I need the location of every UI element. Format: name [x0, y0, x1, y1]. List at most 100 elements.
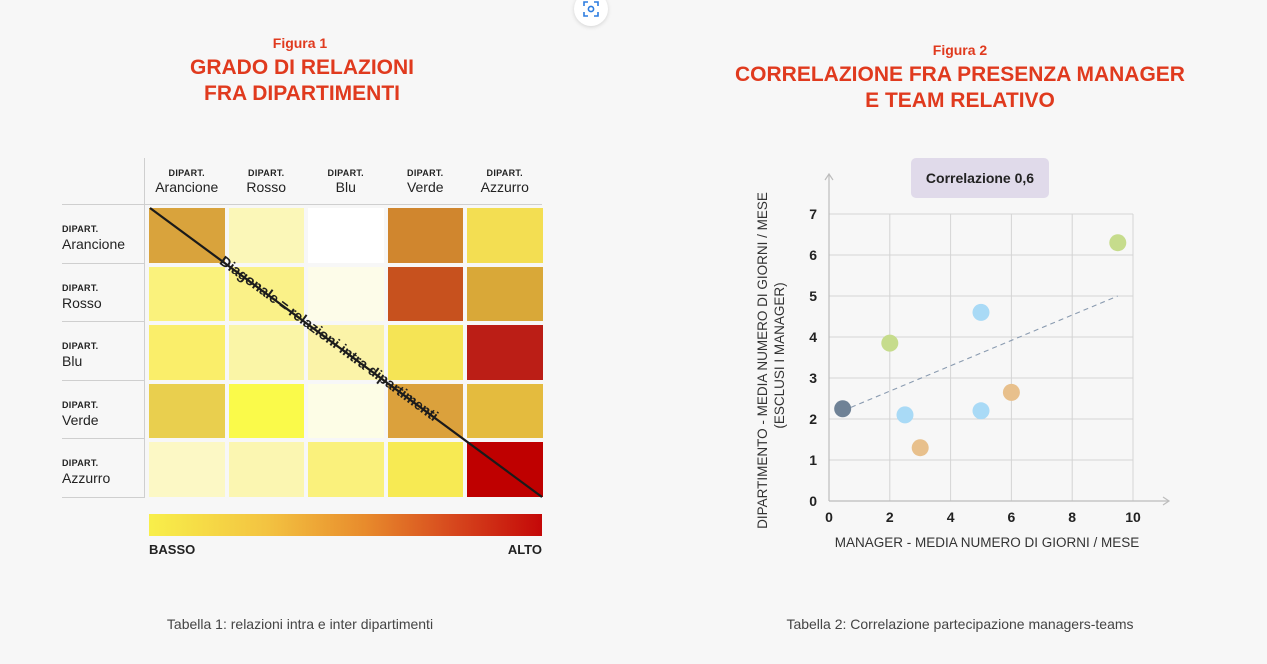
- heatmap-cell: [149, 325, 225, 380]
- scatter-point: [1002, 383, 1020, 401]
- heatmap-row-separator: [62, 379, 144, 381]
- figure2-title: CORRELAZIONE FRA PRESENZA MANAGER E TEAM…: [700, 62, 1220, 114]
- y-tick-label: 5: [809, 288, 817, 304]
- legend-gradient-bar: [149, 514, 542, 536]
- figure1-title: GRADO DI RELAZIONI FRA DIPARTIMENTI: [120, 55, 484, 107]
- y-axis-label-secondary: (ESCLUSI I MANAGER): [772, 282, 787, 428]
- figure1-title-line1: GRADO DI RELAZIONI: [190, 56, 414, 79]
- heatmap-cell: [228, 208, 304, 263]
- x-tick-label: 0: [825, 509, 833, 525]
- heatmap-cell: [387, 325, 463, 380]
- figure1-title-line2: FRA DIPARTIMENTI: [204, 82, 400, 105]
- heatmap-column-header: DIPART. Azzurro: [467, 166, 543, 194]
- heatmap-row-separator: [62, 204, 144, 205]
- heatmap-cell: [467, 383, 543, 438]
- heatmap-cell: [467, 208, 543, 263]
- row-header-prefix: DIPART.: [62, 399, 99, 410]
- heatmap-cell: [308, 266, 384, 321]
- column-header-name: Blu: [335, 179, 356, 195]
- y-tick-label: 6: [809, 247, 817, 263]
- heatmap-cell: [228, 442, 304, 497]
- y-tick-label: 2: [809, 411, 817, 427]
- y-tick-label: 3: [809, 370, 817, 386]
- scatter-point: [881, 334, 899, 352]
- heatmap-cell: [228, 383, 304, 438]
- heatmap-cell: [467, 325, 543, 380]
- legend-low-label: BASSO: [149, 542, 196, 557]
- figure2-title-line1: CORRELAZIONE FRA PRESENZA MANAGER: [735, 63, 1185, 86]
- figure2-title-line2: E TEAM RELATIVO: [865, 89, 1055, 112]
- heatmap-cell: [387, 442, 463, 497]
- heatmap-column-header: DIPART. Arancione: [149, 166, 225, 194]
- row-header-name: Azzurro: [62, 470, 111, 486]
- row-header-prefix: DIPART.: [62, 341, 99, 351]
- figure2-label: Figura 2: [932, 42, 988, 58]
- heatmap-cell: [308, 442, 384, 497]
- column-header-name: Rosso: [246, 179, 287, 195]
- y-tick-label: 4: [809, 329, 817, 345]
- heatmap-header-separator: [144, 204, 542, 205]
- heatmap-row-header: DIPART. Blu: [62, 339, 98, 369]
- correlation-badge: Correlazione 0,6: [911, 158, 1049, 198]
- scatter-point: [911, 439, 929, 457]
- heatmap-vertical-separator: [144, 158, 145, 498]
- heatmap-cell: [149, 266, 225, 321]
- y-tick-label: 1: [809, 452, 817, 468]
- row-header-name: Blu: [62, 353, 83, 369]
- x-tick-label: 4: [947, 509, 955, 525]
- heatmap-cell: [308, 383, 384, 438]
- y-axis-label: DIPARTIMENTO - MEDIA NUMERO DI GIORNI / …: [755, 192, 770, 529]
- column-header-prefix: DIPART.: [486, 168, 523, 178]
- heatmap-cell: [308, 208, 384, 263]
- row-header-prefix: DIPART.: [62, 282, 99, 293]
- row-header-prefix: DIPART.: [62, 458, 99, 468]
- x-tick-label: 2: [886, 509, 894, 525]
- heatmap-column-header: DIPART. Rosso: [229, 166, 305, 194]
- heatmap-row-separator: [62, 262, 144, 264]
- column-header-name: Azzurro: [480, 179, 529, 195]
- column-header-prefix: DIPART.: [407, 168, 444, 178]
- heatmap-row-header: DIPART. Rosso: [62, 281, 102, 311]
- trendline: [842, 295, 1119, 412]
- heatmap-row-separator: [62, 438, 144, 439]
- x-tick-label: 10: [1125, 509, 1141, 525]
- row-header-name: Verde: [62, 411, 99, 428]
- scan-icon: [583, 1, 599, 17]
- column-header-name: Verde: [406, 179, 444, 195]
- heatmap-row-header: DIPART. Arancione: [62, 222, 125, 252]
- row-header-name: Arancione: [62, 236, 126, 252]
- x-axis-label: MANAGER - MEDIA NUMERO DI GIORNI / MESE: [835, 535, 1140, 550]
- scatter-point: [834, 400, 852, 418]
- figure2-caption: Tabella 2: Correlazione partecipazione m…: [786, 616, 1134, 632]
- column-header-prefix: DIPART.: [248, 168, 285, 178]
- x-axis-arrow: [1162, 496, 1171, 506]
- y-tick-label: 7: [809, 206, 817, 222]
- heatmap-cell: [149, 442, 225, 497]
- scatter-point: [896, 406, 914, 424]
- diagonal-overlay: Diagonale = relazioni intra dipartimenti: [149, 207, 543, 498]
- row-header-prefix: DIPART.: [62, 224, 99, 234]
- y-axis-arrow: [824, 172, 834, 181]
- heatmap-column-header: DIPART. Verde: [388, 166, 464, 194]
- heatmap-row-header: DIPART. Azzurro: [62, 456, 110, 486]
- x-tick-label: 8: [1068, 509, 1076, 525]
- column-header-prefix: DIPART.: [327, 168, 364, 178]
- heatmap-row-separator: [62, 496, 144, 498]
- figure1-label: Figura 1: [272, 35, 328, 51]
- figure1-caption: Tabella 1: relazioni intra e inter dipar…: [166, 616, 434, 632]
- legend-high-label: ALTO: [507, 542, 542, 557]
- heatmap-column-header: DIPART. Blu: [308, 166, 384, 194]
- heatmap-row-header: DIPART. Verde: [62, 398, 99, 428]
- heatmap-cell: [149, 383, 225, 438]
- heatmap-row-separator: [62, 321, 144, 322]
- scatter-point: [1109, 234, 1127, 252]
- diagonal-line: [149, 207, 543, 498]
- column-header-prefix: DIPART.: [168, 168, 205, 178]
- heatmap-cell: [467, 266, 543, 321]
- scan-button[interactable]: [574, 0, 608, 26]
- heatmap-cell: [228, 325, 304, 380]
- scatter-point: [972, 402, 990, 420]
- scatter-point: [972, 303, 990, 321]
- x-tick-label: 6: [1008, 509, 1016, 525]
- row-header-name: Rosso: [62, 294, 102, 311]
